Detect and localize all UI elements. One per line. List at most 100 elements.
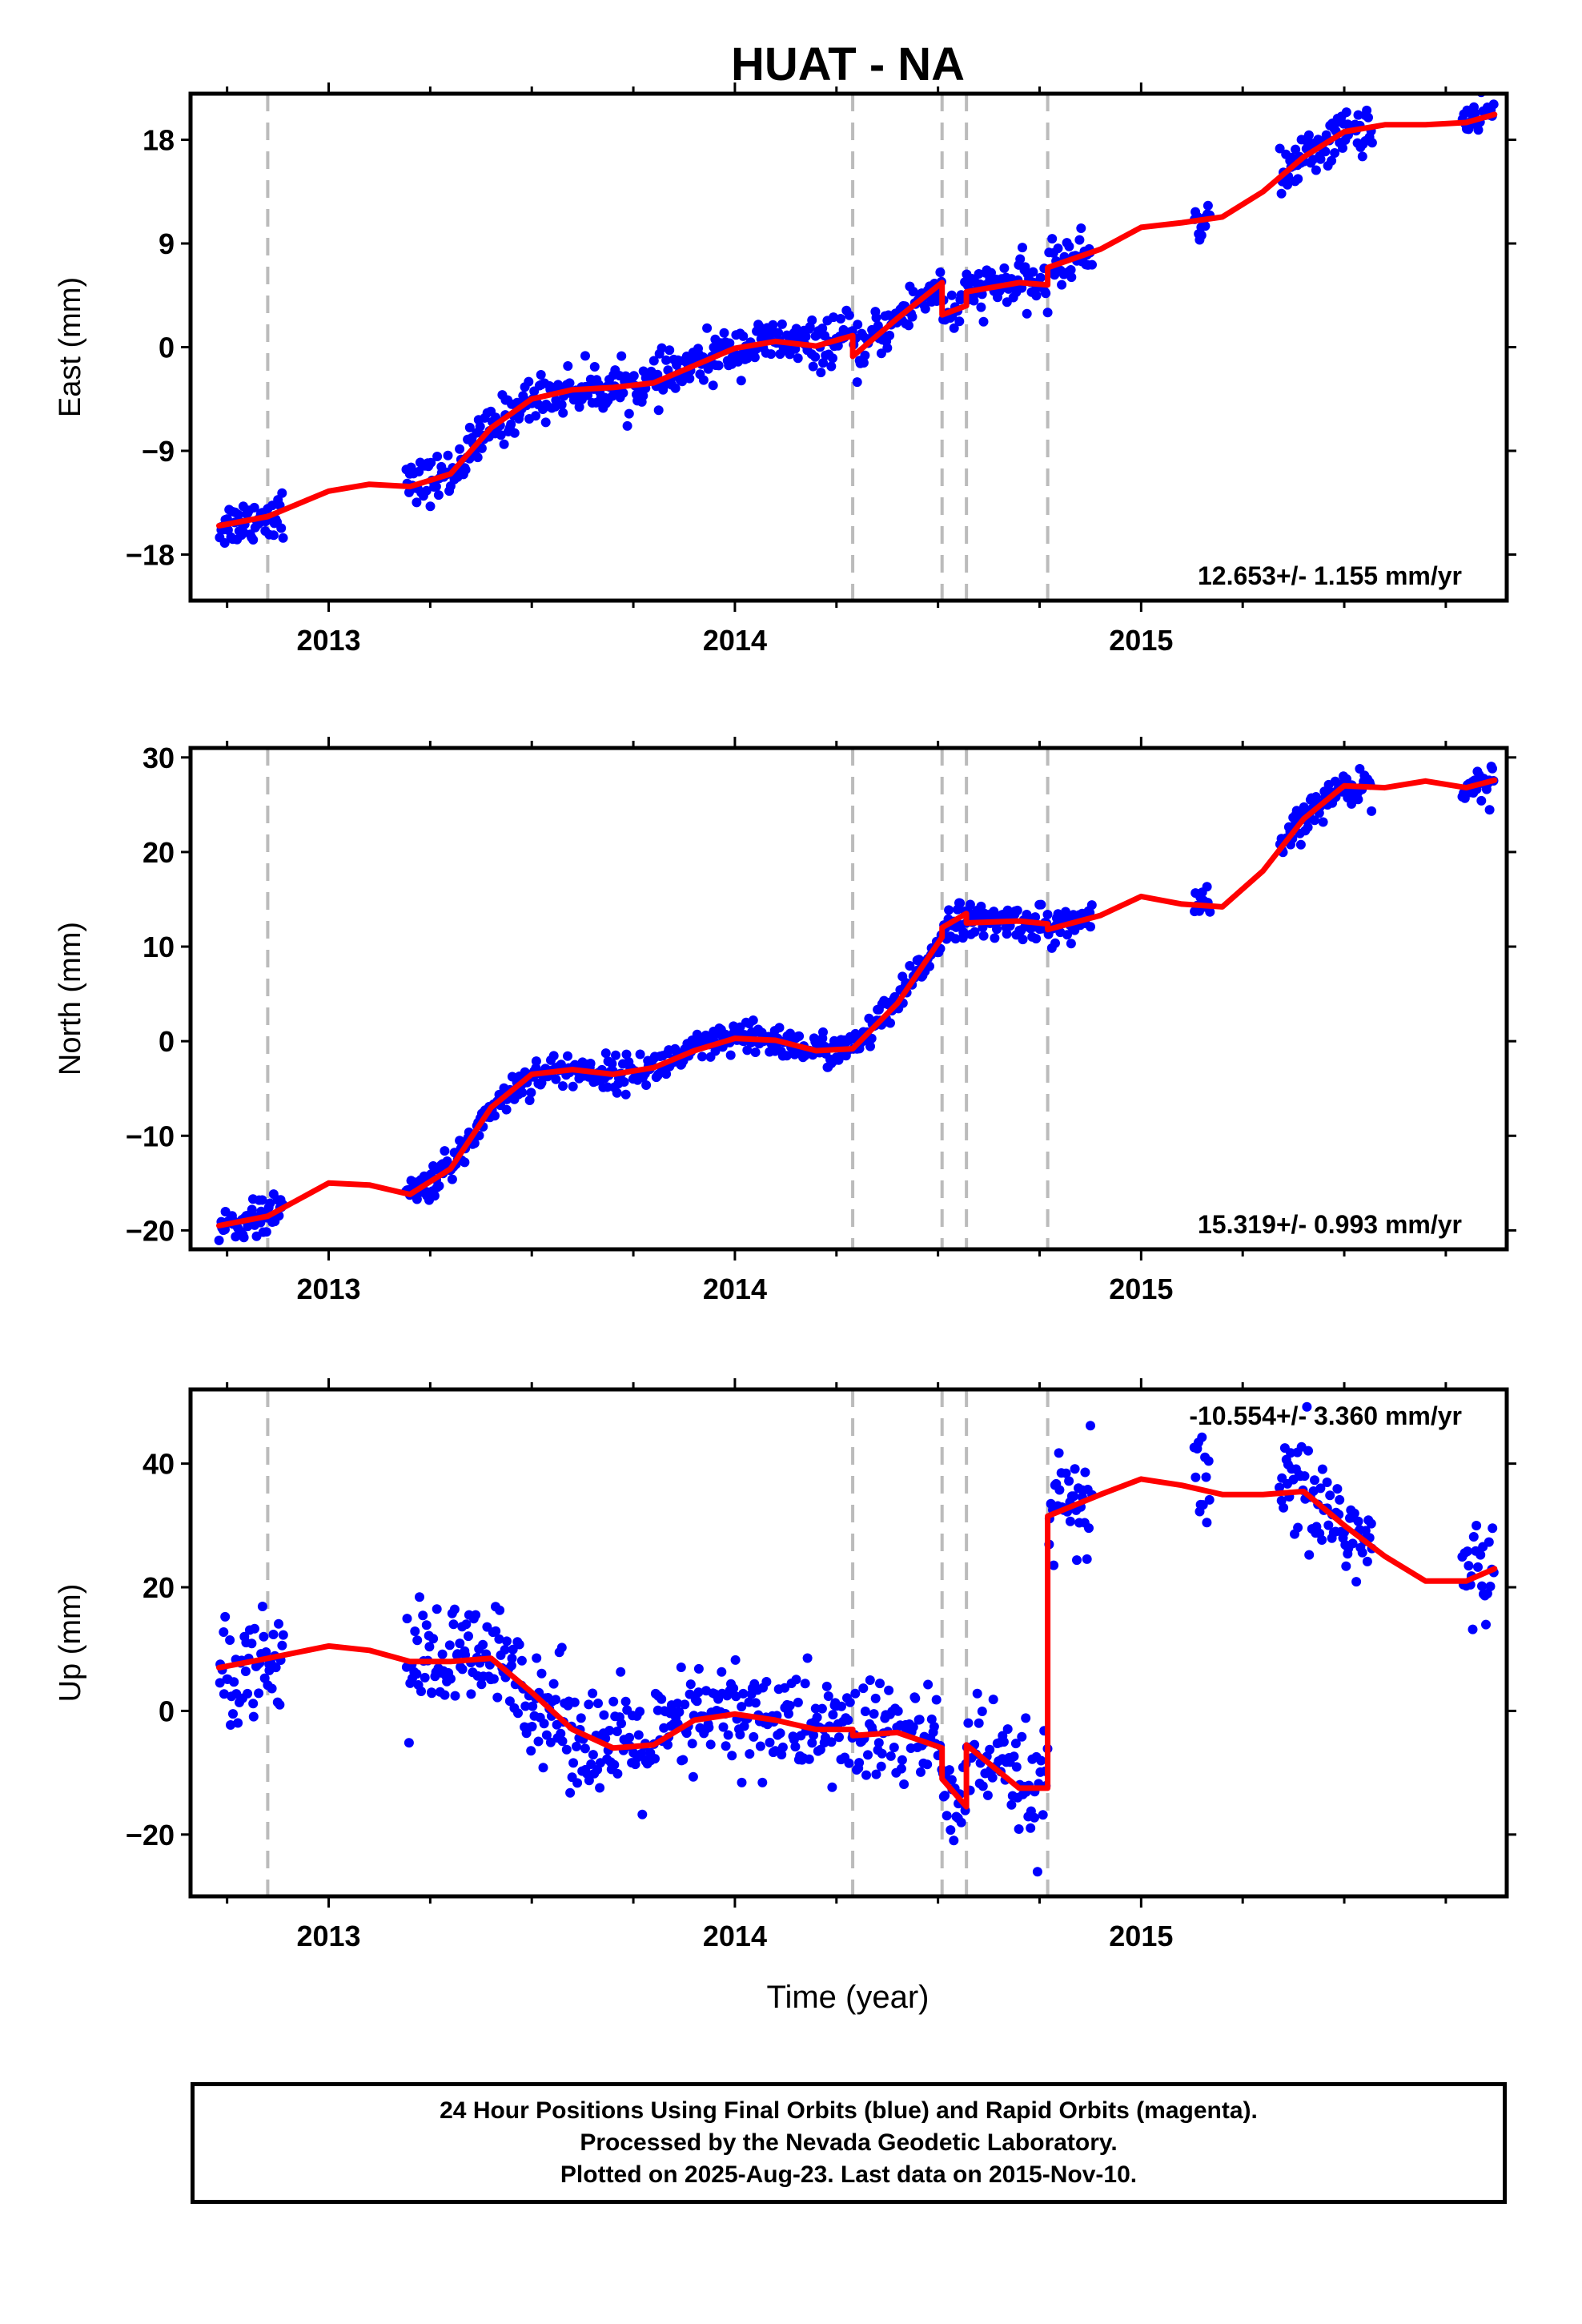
- data-point: [1367, 806, 1377, 816]
- data-point: [1057, 279, 1067, 290]
- data-point: [775, 1728, 785, 1739]
- data-point: [568, 1758, 579, 1768]
- data-point: [247, 1638, 257, 1649]
- data-point: [563, 1051, 572, 1061]
- data-point: [680, 1699, 690, 1710]
- data-point: [1080, 1467, 1090, 1478]
- data-point: [274, 1618, 283, 1629]
- data-point: [946, 1775, 957, 1785]
- data-point: [1203, 200, 1213, 211]
- data-point: [976, 302, 986, 312]
- data-point: [538, 1763, 548, 1773]
- data-point: [240, 1667, 251, 1676]
- data-point: [257, 1602, 267, 1611]
- data-point: [261, 1647, 271, 1657]
- data-point: [619, 1077, 629, 1087]
- y-tick-label: 0: [159, 332, 175, 364]
- data-point: [533, 1736, 544, 1747]
- data-point: [1018, 243, 1027, 253]
- y-tick-label: 0: [159, 1025, 175, 1058]
- data-point: [600, 1048, 611, 1059]
- y-axis-label-east: East (mm): [54, 277, 87, 417]
- data-point: [702, 323, 713, 333]
- data-point: [599, 1710, 609, 1720]
- data-point: [781, 1051, 792, 1061]
- data-point: [847, 326, 857, 336]
- data-point: [801, 332, 811, 342]
- x-tick-label: 2015: [1109, 1920, 1173, 1952]
- data-point: [873, 1738, 884, 1748]
- data-point: [1327, 155, 1337, 166]
- data-point: [229, 1677, 239, 1687]
- data-point: [586, 1759, 596, 1769]
- data-point: [1054, 1448, 1064, 1458]
- data-point: [1283, 179, 1293, 190]
- data-point: [641, 1080, 652, 1090]
- data-point: [1481, 1619, 1491, 1630]
- data-point: [1205, 907, 1215, 917]
- data-point: [674, 1707, 685, 1717]
- data-point: [268, 1630, 279, 1639]
- data-point: [528, 1701, 538, 1711]
- data-point: [220, 1611, 231, 1622]
- data-point: [705, 1739, 716, 1750]
- data-point: [557, 1736, 568, 1747]
- data-point: [1351, 1577, 1362, 1587]
- data-point: [1353, 794, 1363, 805]
- data-point: [502, 1636, 512, 1647]
- data-point: [793, 1697, 803, 1707]
- data-point: [1014, 1824, 1024, 1834]
- data-point: [460, 464, 471, 475]
- data-point: [876, 1761, 886, 1771]
- plot-frame-up: [188, 1387, 1509, 1899]
- data-point: [1064, 241, 1074, 251]
- data-point: [214, 1235, 224, 1245]
- data-point: [904, 320, 913, 331]
- data-point: [250, 1623, 259, 1634]
- data-point: [257, 1195, 267, 1205]
- data-point: [885, 330, 895, 340]
- data-point: [1476, 1550, 1486, 1560]
- data-point: [1010, 1739, 1021, 1749]
- data-point: [735, 1730, 745, 1739]
- data-point: [727, 1751, 737, 1761]
- data-point: [1315, 1483, 1326, 1494]
- data-point: [836, 314, 845, 324]
- data-point: [412, 1635, 423, 1646]
- data-point: [777, 319, 787, 329]
- data-point: [860, 350, 870, 360]
- data-point: [532, 1653, 542, 1663]
- data-point: [737, 1702, 747, 1712]
- data-point: [1202, 1518, 1212, 1528]
- data-point: [1366, 1518, 1376, 1529]
- data-point: [233, 1718, 243, 1728]
- footer-box: 24 Hour Positions Using Final Orbits (bl…: [191, 2082, 1507, 2204]
- data-point: [506, 1660, 516, 1671]
- data-point: [1318, 817, 1328, 827]
- data-point: [1202, 882, 1212, 892]
- data-point: [616, 1667, 626, 1677]
- data-point: [1310, 815, 1319, 826]
- data-point: [963, 1718, 974, 1728]
- data-point: [584, 1699, 594, 1710]
- data-point: [687, 1739, 697, 1749]
- data-point: [935, 267, 946, 277]
- data-point: [588, 1688, 598, 1699]
- data-point: [889, 1743, 899, 1752]
- data-point: [1363, 112, 1373, 123]
- y-tick-label: 9: [159, 227, 175, 260]
- data-point: [854, 1758, 865, 1768]
- data-point: [910, 1693, 921, 1703]
- rate-annotation-east: 12.653+/- 1.155 mm/yr: [1198, 561, 1462, 590]
- data-point: [524, 1096, 535, 1105]
- data-point: [791, 324, 801, 334]
- data-point: [861, 1770, 871, 1780]
- data-point: [1335, 1494, 1345, 1505]
- data-point: [804, 1754, 814, 1764]
- data-point: [1018, 935, 1028, 945]
- data-point: [248, 535, 259, 545]
- y-tick-label: −20: [126, 1819, 175, 1852]
- data-point: [277, 1640, 287, 1651]
- data-point: [1064, 1476, 1074, 1486]
- data-point: [1036, 899, 1046, 910]
